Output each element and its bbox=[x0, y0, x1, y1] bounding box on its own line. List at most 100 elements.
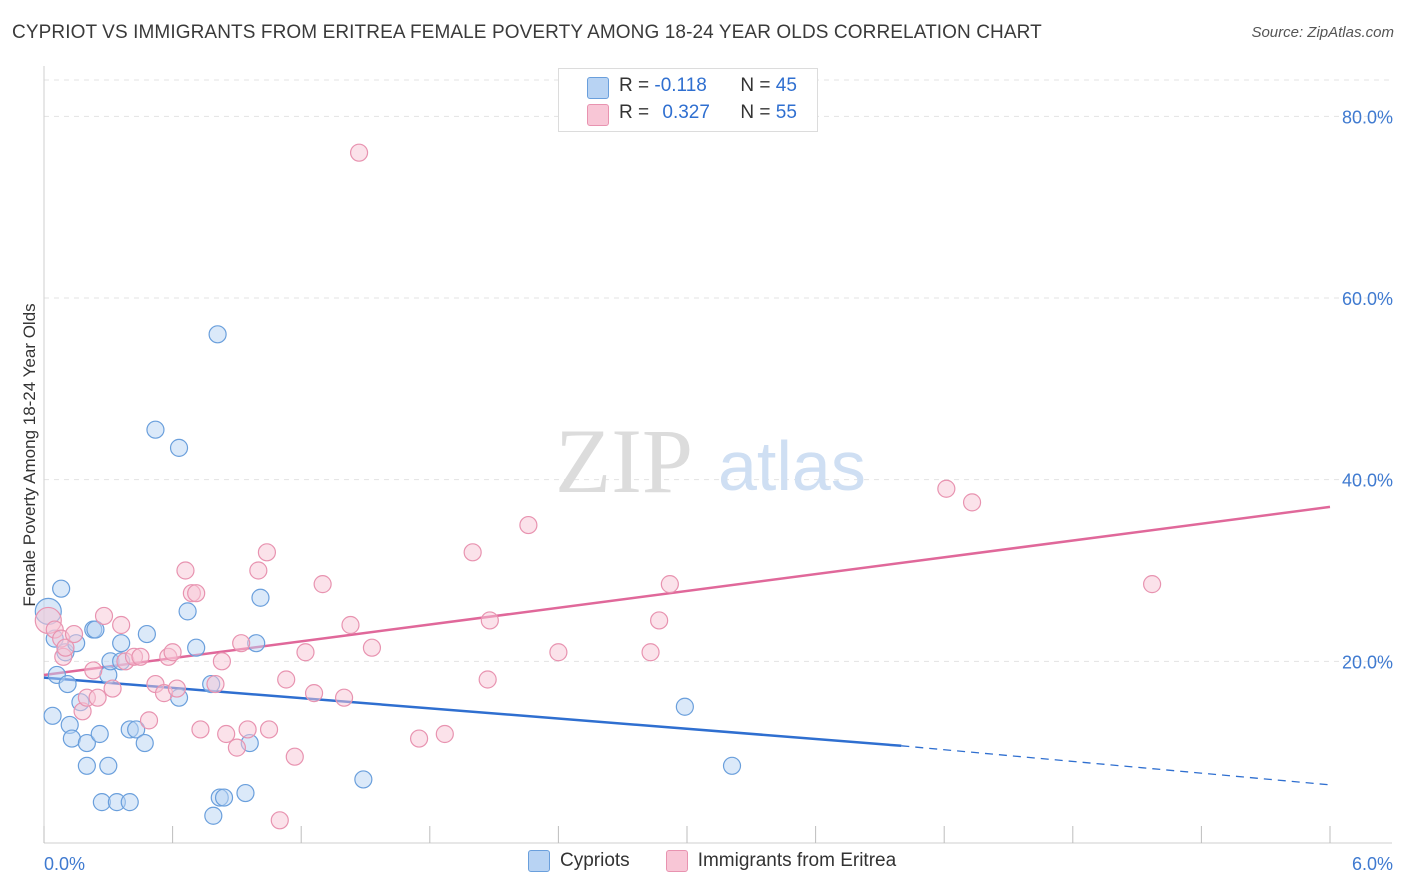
eritrea-point bbox=[227, 738, 246, 757]
eritrea-point bbox=[650, 611, 669, 630]
eritrea-point bbox=[259, 720, 279, 739]
y-tick-label: 20.0% bbox=[1342, 652, 1393, 672]
n-value: 45 bbox=[775, 75, 797, 96]
eritrea-point bbox=[519, 515, 538, 535]
eritrea-point bbox=[131, 647, 150, 666]
cypriots-trend-extension bbox=[901, 745, 1331, 786]
eritrea-point bbox=[349, 143, 369, 162]
eritrea-point bbox=[88, 688, 107, 707]
tick-labels: 20.0% 40.0% 60.0% 80.0% 0.0% 6.0% bbox=[44, 107, 1393, 874]
cypriots-point bbox=[178, 602, 197, 621]
eritrea-point bbox=[1143, 575, 1162, 594]
r-label: R = bbox=[619, 75, 655, 96]
eritrea-point bbox=[313, 575, 332, 594]
cypriots-point bbox=[86, 620, 105, 639]
stats-legend: R = -0.118 N = 45 R = 0.327 N = 55 bbox=[558, 68, 818, 132]
cypriots-point bbox=[77, 756, 96, 775]
x-tick-label-min: 0.0% bbox=[44, 854, 85, 874]
cypriots-trend-line bbox=[43, 676, 902, 748]
eritrea-point bbox=[212, 652, 231, 671]
n-value: 55 bbox=[775, 102, 797, 123]
cypriots-point bbox=[675, 697, 694, 716]
eritrea-point bbox=[962, 493, 982, 512]
cypriots-point bbox=[127, 720, 146, 739]
cypriots-point bbox=[236, 783, 255, 803]
y-tick-label: 40.0% bbox=[1342, 471, 1393, 491]
eritrea-point bbox=[112, 615, 131, 635]
eritrea-point bbox=[217, 724, 236, 744]
eritrea-point bbox=[103, 679, 122, 698]
cypriots-point bbox=[112, 634, 131, 653]
cypriots-point bbox=[214, 788, 234, 807]
eritrea-point bbox=[84, 661, 103, 680]
r-value: 0.327 bbox=[662, 102, 710, 123]
eritrea-point bbox=[64, 624, 84, 644]
cypriots-swatch bbox=[587, 77, 609, 99]
cypriots-point bbox=[77, 733, 96, 753]
eritrea-point bbox=[296, 643, 315, 662]
cypriots-point bbox=[43, 706, 62, 725]
eritrea-point bbox=[56, 638, 75, 657]
eritrea-point bbox=[176, 561, 195, 580]
eritrea-point bbox=[139, 711, 159, 730]
cypriots-point bbox=[146, 420, 165, 439]
eritrea-point bbox=[270, 811, 289, 830]
cypriots-point bbox=[137, 624, 156, 644]
eritrea-point bbox=[249, 561, 268, 580]
eritrea-point bbox=[334, 688, 354, 707]
cypriots-point bbox=[251, 588, 270, 607]
eritrea-swatch bbox=[587, 104, 609, 126]
eritrea-point bbox=[660, 575, 679, 594]
grid-lines bbox=[44, 79, 1392, 662]
legend-label-cypriots: Cypriots bbox=[560, 850, 630, 871]
cypriots-point bbox=[62, 729, 81, 748]
eritrea-point bbox=[641, 643, 660, 662]
cypriots-point bbox=[120, 793, 139, 812]
eritrea-point bbox=[206, 674, 225, 694]
cypriots-point bbox=[99, 756, 118, 775]
watermark-atlas: atlas bbox=[718, 427, 866, 505]
watermark-zip: ZIP bbox=[555, 410, 693, 512]
stats-row-eritrea: R = 0.327 N = 55 bbox=[587, 102, 797, 126]
eritrea-point bbox=[549, 643, 568, 662]
n-label: N = bbox=[740, 75, 776, 96]
cypriots-point bbox=[52, 579, 71, 598]
y-axis-label: Female Poverty Among 18-24 Year Olds bbox=[20, 303, 39, 606]
cypriots-point bbox=[354, 770, 373, 789]
eritrea-point bbox=[163, 643, 182, 662]
eritrea-point bbox=[238, 720, 257, 739]
cypriots-point bbox=[722, 756, 742, 775]
eritrea-point bbox=[285, 747, 304, 766]
eritrea-point bbox=[478, 670, 497, 689]
chart-title: CYPRIOT VS IMMIGRANTS FROM ERITREA FEMAL… bbox=[12, 22, 1042, 43]
legend-item-cypriots[interactable]: Cypriots bbox=[528, 850, 630, 872]
source-label: Source: ZipAtlas.com bbox=[1251, 24, 1394, 41]
y-tick-label: 80.0% bbox=[1342, 107, 1393, 127]
eritrea-point bbox=[937, 479, 956, 498]
eritrea-point bbox=[191, 720, 210, 739]
cypriots-point bbox=[187, 638, 206, 657]
eritrea-legend-swatch bbox=[665, 850, 688, 872]
cypriots-point bbox=[208, 325, 227, 344]
r-label: R = bbox=[619, 102, 655, 123]
x-tick-label-max: 6.0% bbox=[1352, 854, 1393, 874]
eritrea-point bbox=[94, 606, 114, 626]
stats-row-cypriots: R = -0.118 N = 45 bbox=[587, 75, 797, 99]
cypriots-point bbox=[58, 674, 77, 694]
cypriots-point bbox=[135, 733, 154, 753]
y-tick-label: 60.0% bbox=[1342, 289, 1393, 309]
eritrea-point bbox=[167, 679, 186, 698]
eritrea-point bbox=[463, 543, 482, 562]
cypriots-point bbox=[169, 438, 189, 457]
eritrea-point bbox=[304, 684, 324, 703]
data-points bbox=[34, 143, 1162, 830]
eritrea-point bbox=[277, 670, 296, 689]
series-legend: Cypriots Immigrants from Eritrea bbox=[528, 850, 922, 872]
eritrea-point bbox=[187, 584, 206, 603]
eritrea-point bbox=[341, 615, 360, 635]
eritrea-point bbox=[409, 729, 429, 748]
eritrea-point bbox=[232, 634, 251, 653]
legend-item-eritrea[interactable]: Immigrants from Eritrea bbox=[665, 850, 896, 872]
watermark: ZIP atlas bbox=[555, 410, 866, 512]
